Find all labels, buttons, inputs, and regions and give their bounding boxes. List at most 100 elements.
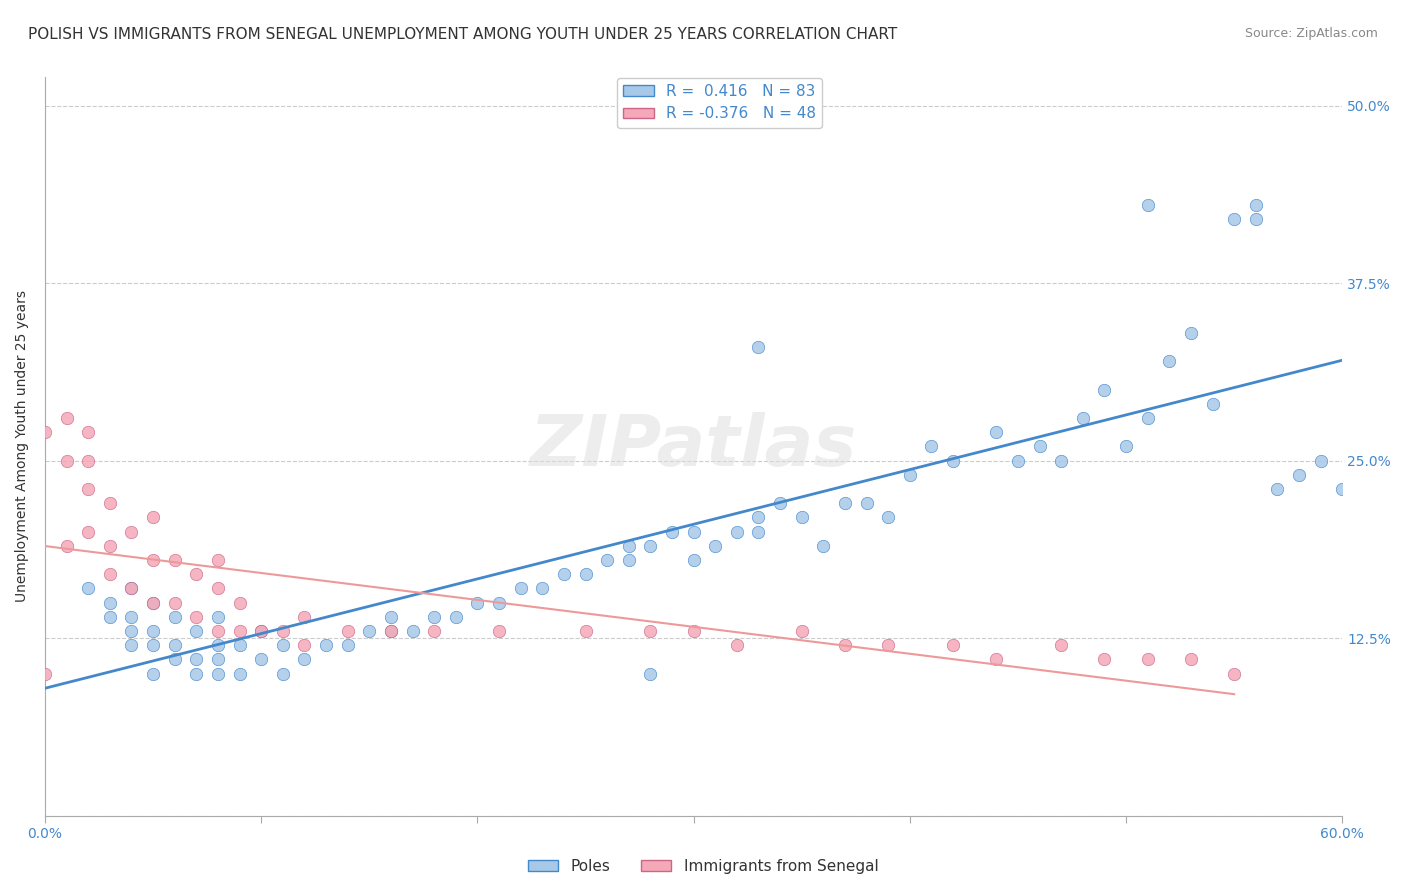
Legend: Poles, Immigrants from Senegal: Poles, Immigrants from Senegal (522, 853, 884, 880)
Point (142, 624, 165, 638)
Point (747, 524, 769, 539)
Point (120, 524, 142, 539)
Point (1136, 198, 1159, 212)
Point (228, 624, 250, 638)
Point (769, 496, 792, 510)
Point (574, 624, 596, 638)
Point (55, 539, 77, 553)
Point (142, 596, 165, 610)
Point (596, 553, 619, 567)
Point (77, 453, 100, 467)
Point (77, 425, 100, 440)
Point (1180, 652, 1202, 666)
Point (1288, 467, 1310, 482)
Point (1331, 482, 1354, 496)
Point (380, 624, 402, 638)
Point (1050, 638, 1073, 652)
Point (207, 666, 229, 681)
Point (186, 609, 208, 624)
Point (790, 510, 813, 524)
Point (1136, 652, 1159, 666)
Point (855, 496, 877, 510)
Point (423, 609, 446, 624)
Point (553, 567, 575, 582)
Point (55, 411, 77, 425)
Point (1244, 212, 1267, 227)
Point (142, 596, 165, 610)
Point (877, 510, 900, 524)
Point (186, 652, 208, 666)
Point (488, 596, 510, 610)
Point (98, 567, 121, 582)
Point (1267, 482, 1289, 496)
Point (1028, 440, 1050, 454)
Point (682, 624, 704, 638)
Point (207, 582, 229, 596)
Point (336, 624, 359, 638)
Point (790, 624, 813, 638)
Point (120, 582, 142, 596)
Point (120, 624, 142, 638)
Point (98, 539, 121, 553)
Point (1159, 354, 1181, 368)
Point (1223, 212, 1246, 227)
Point (250, 624, 273, 638)
Point (1201, 397, 1223, 411)
Point (423, 624, 446, 638)
Point (813, 539, 835, 553)
Point (271, 638, 294, 652)
Point (163, 609, 186, 624)
Point (444, 609, 467, 624)
Point (834, 638, 856, 652)
Point (77, 582, 100, 596)
Point (942, 638, 965, 652)
Point (207, 624, 229, 638)
Point (359, 624, 381, 638)
Point (163, 638, 186, 652)
Point (163, 596, 186, 610)
Point (315, 638, 337, 652)
Point (1115, 440, 1137, 454)
Point (207, 553, 229, 567)
Legend: R =  0.416   N = 83, R = -0.376   N = 48: R = 0.416 N = 83, R = -0.376 N = 48 (617, 78, 823, 128)
Point (34, 425, 56, 440)
Point (401, 624, 423, 638)
Point (207, 652, 229, 666)
Text: POLISH VS IMMIGRANTS FROM SENEGAL UNEMPLOYMENT AMONG YOUTH UNDER 25 YEARS CORREL: POLISH VS IMMIGRANTS FROM SENEGAL UNEMPL… (28, 27, 897, 42)
Point (380, 609, 402, 624)
Point (682, 553, 704, 567)
Point (725, 638, 748, 652)
Point (747, 510, 769, 524)
Point (98, 596, 121, 610)
Point (294, 609, 316, 624)
Point (294, 652, 316, 666)
Point (617, 539, 640, 553)
Point (640, 539, 662, 553)
Point (77, 482, 100, 496)
Point (661, 524, 683, 539)
Point (1136, 411, 1159, 425)
Point (294, 638, 316, 652)
Point (1223, 666, 1246, 681)
Point (228, 638, 250, 652)
Point (1309, 453, 1331, 467)
Point (98, 496, 121, 510)
Point (1244, 198, 1267, 212)
Point (834, 496, 856, 510)
Text: ZIPatlas: ZIPatlas (530, 412, 858, 481)
Point (1180, 326, 1202, 340)
Point (120, 582, 142, 596)
Point (250, 624, 273, 638)
Point (942, 453, 965, 467)
Point (142, 553, 165, 567)
Point (120, 609, 142, 624)
Point (207, 638, 229, 652)
Point (682, 524, 704, 539)
Point (640, 666, 662, 681)
Point (250, 652, 273, 666)
Point (163, 652, 186, 666)
Point (1094, 383, 1116, 397)
Point (142, 666, 165, 681)
Point (640, 624, 662, 638)
Point (228, 666, 250, 681)
